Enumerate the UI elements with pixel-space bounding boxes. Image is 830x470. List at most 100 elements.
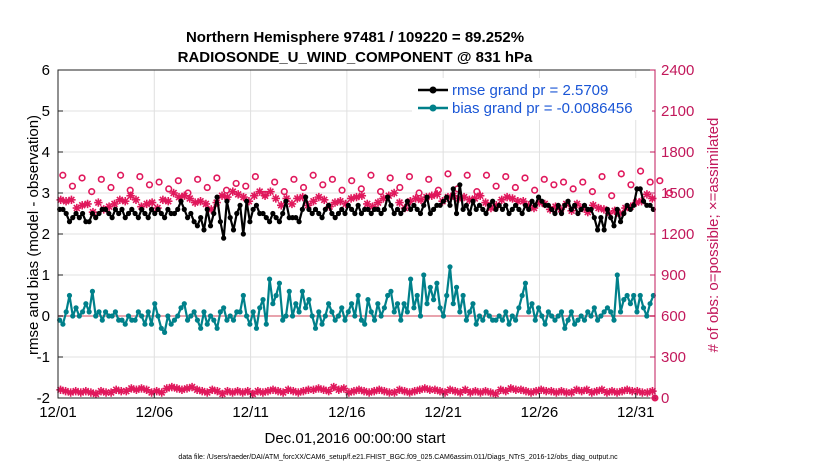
bias-point [303,305,309,311]
bias-point [306,297,312,303]
star-stroke [643,190,651,198]
star-stroke [164,197,172,205]
rmse-point [430,206,437,212]
y-right-tick-label: 0 [661,390,669,407]
bias-point [450,301,456,307]
star-stroke [471,387,479,395]
rmse-point [375,206,381,212]
bias-point [545,309,551,315]
bias-point [591,305,597,311]
obs-possible-point [136,173,144,181]
bias-point [434,280,440,286]
bias-point [398,317,404,323]
bias-point [339,305,345,311]
x-tick-label: 12/11 [232,404,268,421]
obs-possible-point [328,175,337,183]
star-stroke [223,387,231,395]
star-stroke [436,387,444,395]
obs-possible-point [232,179,240,188]
rmse-point [280,210,286,217]
star-stroke [202,200,210,208]
bias-point [417,313,424,319]
rmse-point [411,202,417,208]
bias-point [273,292,279,299]
obs-possible-point [242,182,250,190]
bias-point [598,313,604,319]
obs-assimilated-point [121,197,130,206]
legend-marker-bias [429,104,437,112]
rmse-point [129,206,135,212]
rmse-point [621,210,627,217]
rmse-point [506,210,512,217]
series-rmse [57,182,656,241]
star-stroke [304,386,312,394]
obs-possible-point [271,178,279,186]
star-stroke [340,384,348,392]
bias-point [368,309,374,315]
bias-point [381,305,387,311]
rmse-point [558,210,565,217]
bias-point [102,309,109,315]
bias-point [221,305,227,311]
star-stroke [288,200,296,208]
bias-point [253,325,260,331]
star-stroke [451,387,459,395]
bias-point [526,309,532,315]
bias-point [562,325,568,331]
bias-point [627,301,633,307]
y-right-tick-label: 1200 [661,226,694,243]
obs-possible-point [174,177,182,185]
obs-possible-point [155,178,163,186]
rmse-point [296,219,302,225]
star-stroke [638,389,646,397]
bias-point [240,292,246,299]
bias-point [142,321,148,327]
y-right-tick-label: 900 [661,267,686,284]
rmse-point [312,206,319,212]
star-stroke [401,387,409,395]
rmse-point [427,210,433,217]
obs-assimilated-point [201,199,211,209]
star-stroke [57,196,65,204]
star-stroke [369,203,377,211]
bias-point [509,313,515,319]
star-stroke [254,387,262,395]
rmse-point [266,219,273,225]
bias-point [631,292,637,299]
y-axis-left: -2 -1 0 1 2 3 4 5 6 [37,62,63,407]
obs-assimilated-point [126,191,135,200]
rmse-point [345,202,351,208]
star-stroke [277,201,285,209]
bias-point [388,288,394,294]
rmse-point [535,194,542,200]
rmse-point [604,206,611,212]
star-stroke [623,386,631,394]
obs-possible-point [608,192,616,200]
obs-possible-point [116,171,125,179]
bias-point [565,317,571,323]
y-tick-label: 5 [42,103,50,120]
x-tick-label: 12/06 [136,404,174,421]
rmse-point [263,215,269,221]
rmse-point [601,227,607,233]
star-stroke [508,194,516,202]
star-stroke [57,386,65,394]
rmse-point [631,202,637,208]
bias-point [165,313,171,319]
bias-point [162,329,168,335]
bias-point [96,309,102,315]
obs-possible-point [665,189,674,197]
rmse-point [611,223,617,229]
bias-point [345,309,351,315]
obs-assimilated-point [67,195,76,205]
rmse-point [526,206,532,212]
rmse-point [555,202,561,208]
bias-point [155,313,161,319]
rmse-point [240,231,246,237]
star-stroke [315,384,323,392]
rmse-point [125,210,132,217]
star-stroke [266,188,274,196]
obs-assimilated-point [373,198,383,207]
bias-point [594,317,601,323]
obs-assimilated-lower-point [339,384,349,393]
